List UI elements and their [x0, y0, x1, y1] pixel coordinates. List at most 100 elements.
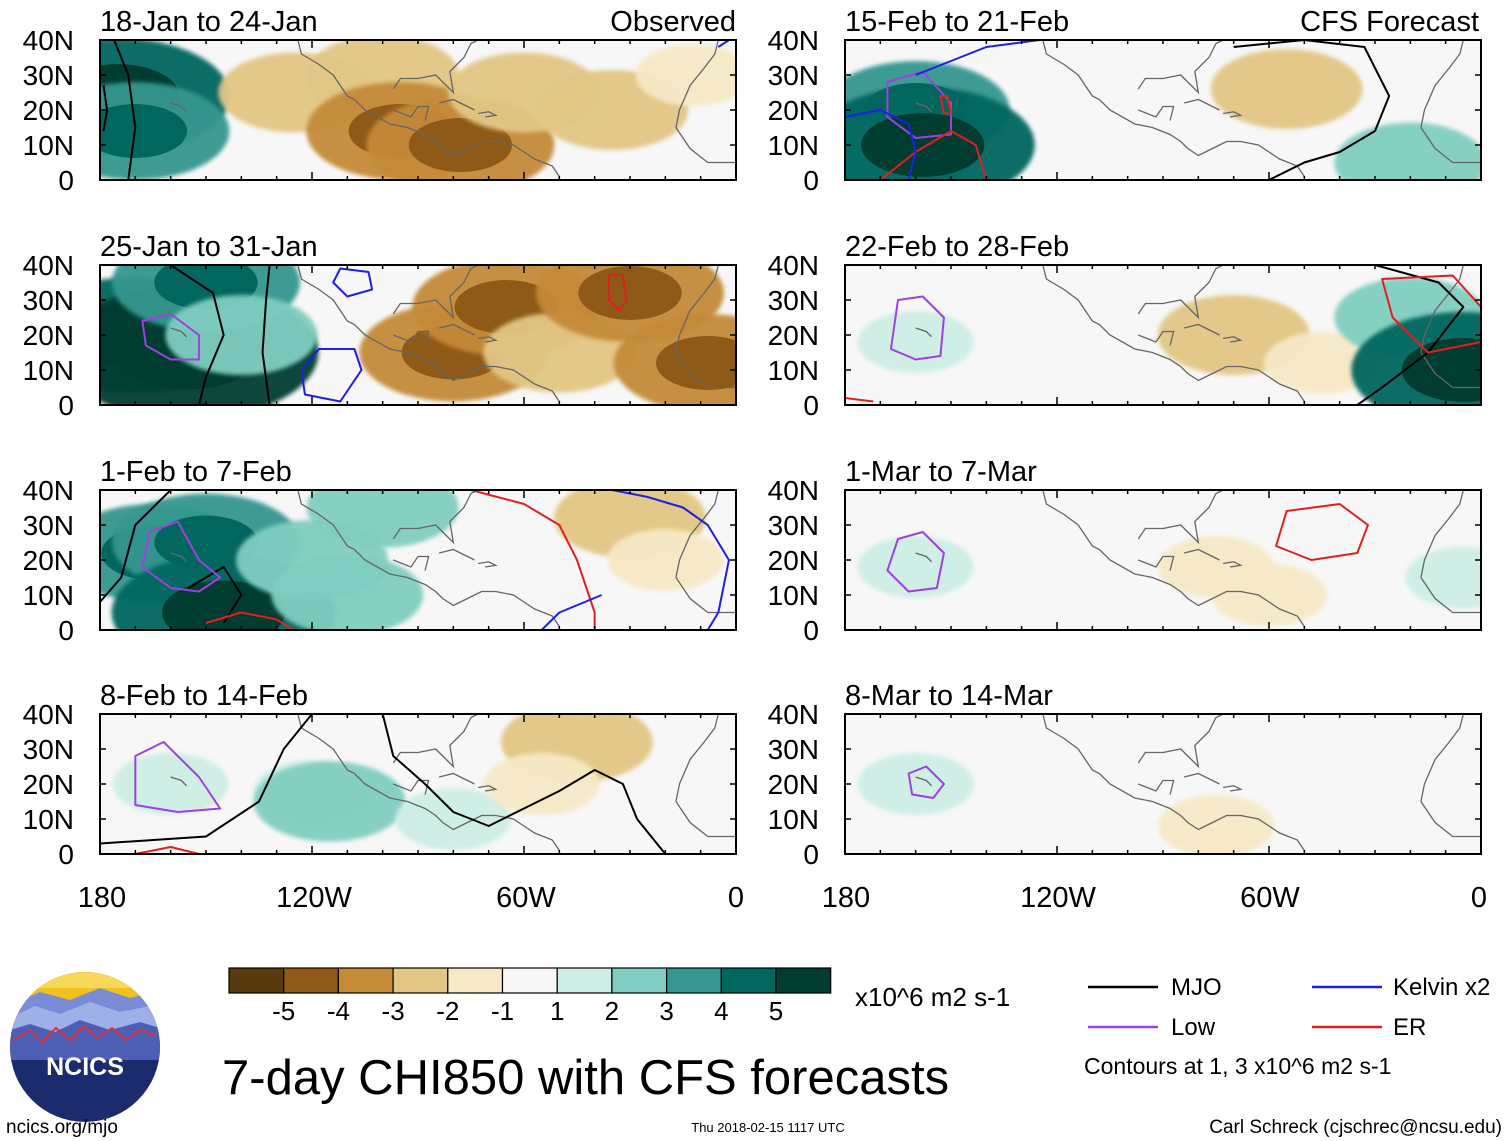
- coastline: [1420, 265, 1464, 353]
- coastline: [477, 111, 498, 118]
- panel-period-label: 8-Feb to 14-Feb: [100, 680, 308, 712]
- coastline: [675, 801, 736, 838]
- colorbar-swatch: [611, 967, 668, 994]
- panel-period-label: 1-Mar to 7-Mar: [845, 456, 1037, 488]
- coastline: [392, 40, 479, 95]
- coastline: [675, 714, 719, 802]
- x-tick-label: 180: [822, 882, 870, 914]
- y-tick-label: 20N: [768, 95, 819, 126]
- x-tick-label: 0: [728, 882, 744, 914]
- y-tick-label: 10N: [768, 580, 819, 611]
- y-tick-label: 20N: [23, 545, 74, 576]
- coastline: [439, 548, 475, 561]
- contour-line: [134, 741, 222, 813]
- anomaly-core: [861, 113, 985, 177]
- y-tick-label: 10N: [23, 580, 74, 611]
- coastline: [1184, 772, 1220, 785]
- contour-line: [300, 348, 363, 403]
- y-tick-label: 30N: [768, 60, 819, 91]
- colorbar-label: 2: [605, 996, 619, 1026]
- colorbar-swatch: [447, 967, 504, 994]
- y-tick-label: 20N: [768, 545, 819, 576]
- coastline: [1138, 555, 1175, 571]
- anomaly-blob: [165, 295, 318, 375]
- anomaly-blob: [1334, 122, 1481, 180]
- panel: 40N 30N 20N 10N 0 25-Jan to 31-Jan: [23, 231, 737, 421]
- colorbar-swatch: [228, 967, 285, 994]
- y-tick-label: 40N: [768, 25, 819, 56]
- coastline: [675, 265, 719, 353]
- coastline: [477, 785, 498, 792]
- y-tick-label: 0: [803, 390, 819, 421]
- contour-line: [205, 611, 295, 630]
- y-tick-label: 10N: [768, 355, 819, 386]
- x-tick-label: 120W: [1020, 882, 1096, 914]
- colorbar-label: 3: [659, 996, 673, 1026]
- x-tick-label: 0: [1471, 882, 1487, 914]
- anomaly-blob: [483, 753, 600, 815]
- contour-line: [607, 274, 628, 312]
- x-tick-label: 180: [78, 882, 126, 914]
- panel: 40N 30N 20N 10N 0 18-Jan to 24-Jan: [23, 6, 737, 196]
- legend-label-mjo: MJO: [1171, 974, 1222, 1001]
- contour-line: [879, 130, 988, 180]
- coastline: [1138, 105, 1175, 121]
- contour-line: [845, 397, 874, 403]
- colorbar-label: 1: [550, 996, 564, 1026]
- x-tick-label: 120W: [276, 882, 352, 914]
- coastline: [1042, 265, 1305, 405]
- legend-label-kelvin: Kelvin x2: [1393, 974, 1490, 1001]
- contour-line: [135, 846, 200, 854]
- y-tick-label: 0: [803, 165, 819, 196]
- contour-line: [612, 490, 730, 630]
- coastline: [477, 561, 498, 568]
- coastline: [392, 265, 479, 320]
- anomaly-blob: [1211, 564, 1327, 626]
- panel: 40N 30N 20N 10N 0 1-Feb to 7-Feb: [23, 456, 737, 646]
- y-tick-label: 30N: [768, 510, 819, 541]
- contour-line: [261, 265, 271, 405]
- contour-line: [1275, 503, 1369, 561]
- panel: 40N 30N 20N 10N 0 8-Mar to 14-Mar: [768, 680, 1482, 870]
- contour-line: [1233, 40, 1391, 180]
- coastline: [1184, 548, 1220, 561]
- contour-line: [141, 520, 222, 593]
- timestamp: Thu 2018-02-15 1117 UTC: [691, 1120, 844, 1135]
- contour-line: [187, 566, 243, 624]
- panel-period-label: 8-Mar to 14-Mar: [845, 680, 1053, 712]
- coastline: [297, 40, 560, 180]
- coastline: [392, 490, 479, 545]
- website-link[interactable]: ncics.org/mjo: [6, 1117, 118, 1138]
- y-tick-label: 20N: [23, 320, 74, 351]
- coastline: [915, 552, 933, 563]
- coastline: [1137, 265, 1224, 320]
- coastline: [297, 490, 560, 630]
- y-tick-label: 10N: [768, 130, 819, 161]
- y-tick-label: 40N: [23, 699, 74, 730]
- coastline: [915, 776, 933, 787]
- colorbar-label: 5: [769, 996, 783, 1026]
- coastline: [1222, 111, 1243, 118]
- anomaly-core: [578, 266, 682, 320]
- coastline: [675, 490, 719, 578]
- panel-period-label: 18-Jan to 24-Jan: [100, 6, 318, 38]
- coastline: [1138, 779, 1175, 795]
- author-credit: Carl Schreck (cjschrec@ncsu.edu): [1209, 1117, 1502, 1138]
- contour-note: Contours at 1, 3 x10^6 m2 s-1: [1084, 1053, 1391, 1079]
- panel: 40N 30N 20N 10N 0 1-Mar to 7-Mar: [768, 456, 1482, 646]
- colorbar-swatch: [556, 967, 613, 994]
- y-tick-label: 10N: [23, 130, 74, 161]
- coastline: [1222, 561, 1243, 568]
- y-tick-label: 0: [803, 615, 819, 646]
- coastline: [477, 336, 498, 343]
- coastline: [393, 330, 430, 346]
- coastline: [675, 127, 736, 164]
- colorbar-label: -5: [272, 996, 295, 1026]
- coastline: [1138, 330, 1175, 346]
- anomaly-core: [408, 118, 513, 172]
- colorbar-label: -1: [491, 996, 514, 1026]
- anomaly-core: [656, 336, 736, 390]
- y-tick-label: 40N: [23, 25, 74, 56]
- colorbar-label: -3: [382, 996, 405, 1026]
